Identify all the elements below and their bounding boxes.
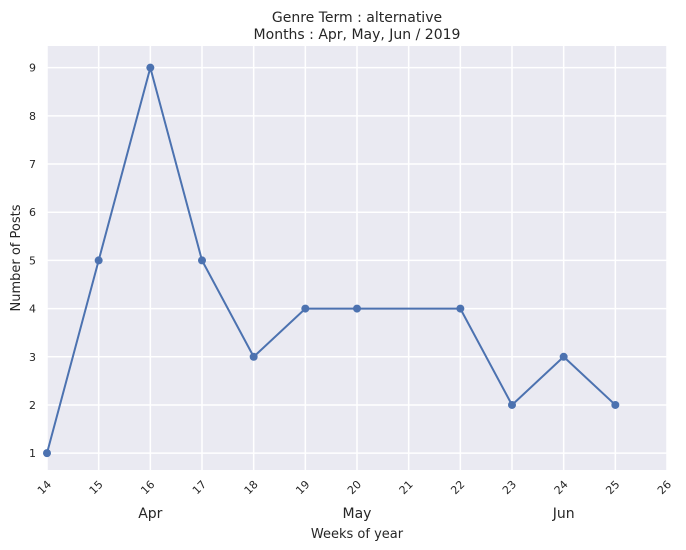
y-tick-label: 3 — [29, 351, 36, 364]
data-point — [559, 352, 568, 361]
y-tick-labels: 1 2 3 4 5 6 7 8 9 — [29, 62, 36, 460]
data-point — [353, 304, 361, 313]
x-axis-label: Weeks of year — [311, 527, 404, 542]
data-point — [611, 400, 620, 409]
data-point — [301, 304, 310, 313]
x-tick-label: 16 — [138, 478, 157, 497]
data-point — [249, 352, 258, 361]
x-tick-label: 26 — [655, 478, 674, 497]
x-tick-label: 19 — [293, 478, 312, 497]
y-tick-label: 8 — [29, 110, 36, 123]
x-tick-label: 22 — [448, 478, 467, 497]
chart-title-line2: Months : Apr, May, Jun / 2019 — [254, 27, 461, 43]
month-label: Apr — [138, 506, 162, 522]
x-tick-label: 14 — [35, 478, 54, 497]
month-label: Jun — [552, 506, 575, 522]
y-tick-label: 6 — [29, 206, 36, 219]
y-axis-label: Number of Posts — [9, 204, 24, 311]
x-tick-label: 17 — [190, 478, 209, 497]
chart-title-line1: Genre Term : alternative — [272, 10, 442, 26]
x-tick-label: 25 — [603, 478, 622, 497]
data-point — [146, 63, 155, 72]
y-tick-label: 7 — [29, 158, 36, 171]
data-point — [43, 449, 51, 458]
y-tick-label: 2 — [29, 399, 36, 412]
x-tick-label: 21 — [397, 478, 416, 497]
y-tick-label: 1 — [29, 447, 36, 460]
x-tick-label: 18 — [242, 478, 261, 497]
data-point — [456, 304, 465, 313]
month-labels: Apr May Jun — [138, 506, 574, 522]
y-tick-label: 4 — [29, 303, 36, 316]
data-point — [508, 400, 516, 409]
data-points — [43, 63, 620, 458]
x-tick-label: 24 — [552, 478, 571, 497]
y-tick-label: 5 — [29, 254, 36, 267]
x-tick-label: 20 — [345, 478, 364, 497]
x-tick-label: 23 — [500, 478, 519, 497]
y-tick-label: 9 — [29, 62, 36, 75]
x-tick-label: 15 — [87, 478, 106, 497]
data-point — [198, 256, 206, 265]
month-label: May — [343, 506, 372, 522]
data-point — [94, 256, 103, 265]
x-tick-labels: 14 15 16 17 18 19 20 21 22 23 24 25 26 — [35, 478, 674, 497]
